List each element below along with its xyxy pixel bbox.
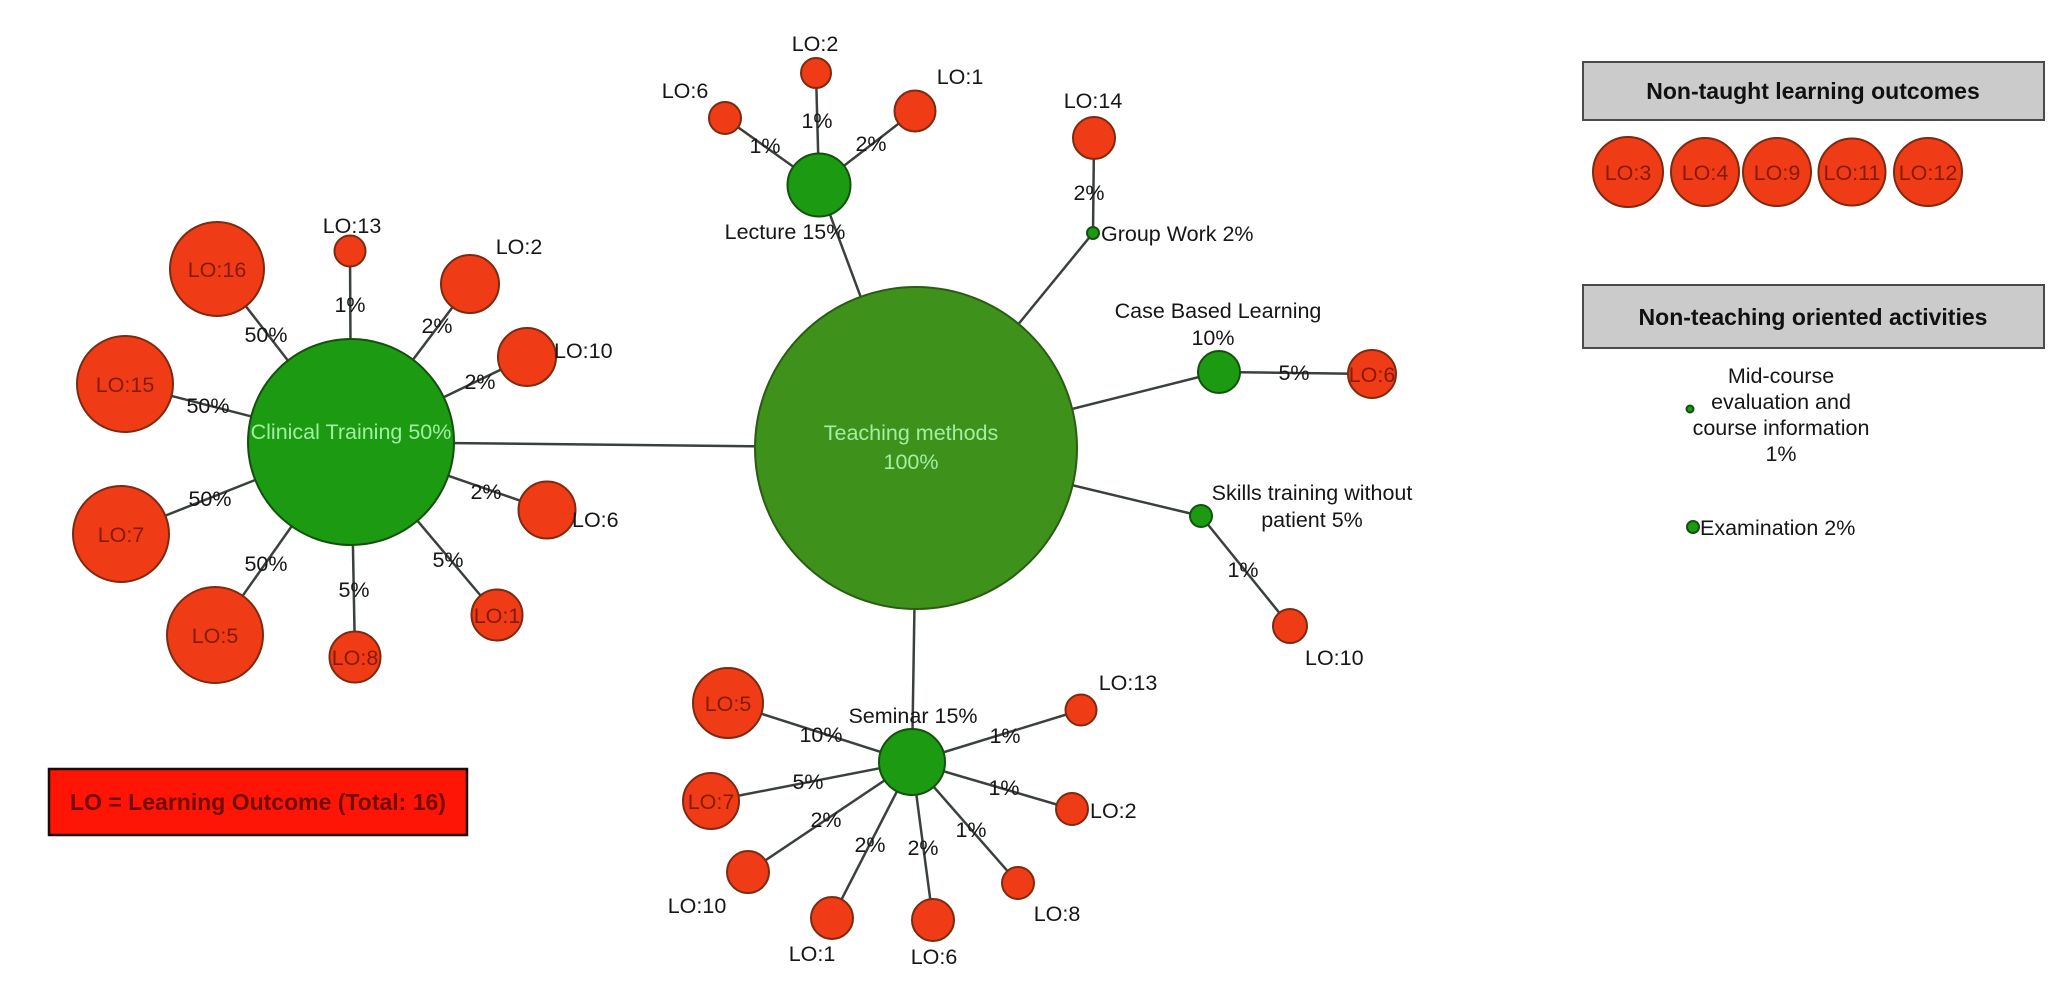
svg-text:LO:13: LO:13 — [323, 214, 382, 238]
svg-text:2%: 2% — [855, 132, 886, 156]
svg-text:LO:9: LO:9 — [1754, 161, 1801, 185]
svg-text:LO:1: LO:1 — [937, 65, 984, 89]
svg-text:100%: 100% — [884, 450, 939, 474]
svg-text:LO:3: LO:3 — [1605, 161, 1652, 185]
svg-text:2%: 2% — [470, 480, 501, 504]
svg-text:LO:1: LO:1 — [789, 942, 836, 966]
svg-text:LO:5: LO:5 — [705, 692, 752, 716]
svg-text:50%: 50% — [186, 394, 229, 418]
svg-text:Seminar 15%: Seminar 15% — [848, 704, 977, 728]
svg-text:LO:15: LO:15 — [96, 373, 155, 397]
svg-text:1%: 1% — [749, 134, 780, 158]
svg-text:patient 5%: patient 5% — [1261, 508, 1363, 532]
svg-text:LO:2: LO:2 — [792, 32, 839, 56]
svg-text:course information: course information — [1693, 416, 1870, 440]
svg-text:LO:16: LO:16 — [188, 258, 247, 282]
svg-text:LO = Learning Outcome (Total:: LO = Learning Outcome (Total: 16) — [70, 789, 446, 815]
svg-text:LO:12: LO:12 — [1899, 161, 1958, 185]
svg-text:LO:8: LO:8 — [332, 646, 379, 670]
svg-text:Clinical Training 50%: Clinical Training 50% — [251, 420, 452, 444]
svg-text:1%: 1% — [334, 293, 365, 317]
svg-text:LO:14: LO:14 — [1064, 89, 1123, 113]
svg-text:LO:10: LO:10 — [554, 339, 613, 363]
svg-text:LO:6: LO:6 — [572, 508, 619, 532]
svg-text:2%: 2% — [907, 836, 938, 860]
svg-text:1%: 1% — [988, 776, 1019, 800]
svg-text:LO:6: LO:6 — [662, 79, 709, 103]
svg-text:50%: 50% — [188, 487, 231, 511]
svg-text:Examination 2%: Examination 2% — [1700, 516, 1855, 540]
svg-text:LO:10: LO:10 — [668, 894, 727, 918]
svg-text:2%: 2% — [421, 314, 452, 338]
svg-text:LO:6: LO:6 — [1349, 363, 1396, 387]
svg-text:2%: 2% — [1073, 181, 1104, 205]
svg-text:50%: 50% — [244, 552, 287, 576]
svg-text:5%: 5% — [432, 548, 463, 572]
svg-text:Case Based Learning: Case Based Learning — [1115, 299, 1322, 323]
svg-text:LO:5: LO:5 — [192, 624, 239, 648]
svg-text:LO:7: LO:7 — [98, 523, 145, 547]
svg-text:5%: 5% — [1278, 361, 1309, 385]
svg-text:Teaching methods: Teaching methods — [824, 421, 999, 445]
svg-text:1%: 1% — [955, 818, 986, 842]
svg-text:evaluation and: evaluation and — [1711, 390, 1851, 414]
svg-text:5%: 5% — [338, 578, 369, 602]
svg-text:1%: 1% — [801, 109, 832, 133]
svg-text:Skills training without: Skills training without — [1212, 481, 1413, 505]
svg-text:10%: 10% — [799, 723, 842, 747]
svg-text:10%: 10% — [1191, 326, 1234, 350]
svg-text:Mid-course: Mid-course — [1728, 364, 1834, 388]
svg-text:Group Work 2%: Group Work 2% — [1101, 222, 1254, 246]
svg-text:LO:11: LO:11 — [1824, 161, 1881, 185]
svg-text:LO:1: LO:1 — [474, 604, 521, 628]
svg-text:Non-teaching oriented activiti: Non-teaching oriented activities — [1639, 304, 1988, 330]
svg-text:LO:4: LO:4 — [1682, 161, 1729, 185]
svg-text:LO:13: LO:13 — [1099, 671, 1158, 695]
svg-text:1%: 1% — [989, 724, 1020, 748]
svg-text:2%: 2% — [464, 370, 495, 394]
svg-text:1%: 1% — [1765, 442, 1796, 466]
svg-text:50%: 50% — [244, 323, 287, 347]
svg-text:LO:7: LO:7 — [688, 790, 735, 814]
svg-text:LO:2: LO:2 — [1090, 799, 1137, 823]
svg-text:5%: 5% — [792, 770, 823, 794]
svg-text:Lecture 15%: Lecture 15% — [725, 220, 846, 244]
svg-text:LO:10: LO:10 — [1305, 646, 1364, 670]
svg-text:LO:8: LO:8 — [1034, 902, 1081, 926]
svg-text:Non-taught learning outcomes: Non-taught learning outcomes — [1646, 78, 1980, 104]
svg-text:1%: 1% — [1227, 558, 1258, 582]
svg-text:2%: 2% — [854, 833, 885, 857]
svg-text:2%: 2% — [810, 808, 841, 832]
svg-text:LO:2: LO:2 — [496, 235, 543, 259]
svg-text:LO:6: LO:6 — [911, 945, 958, 969]
